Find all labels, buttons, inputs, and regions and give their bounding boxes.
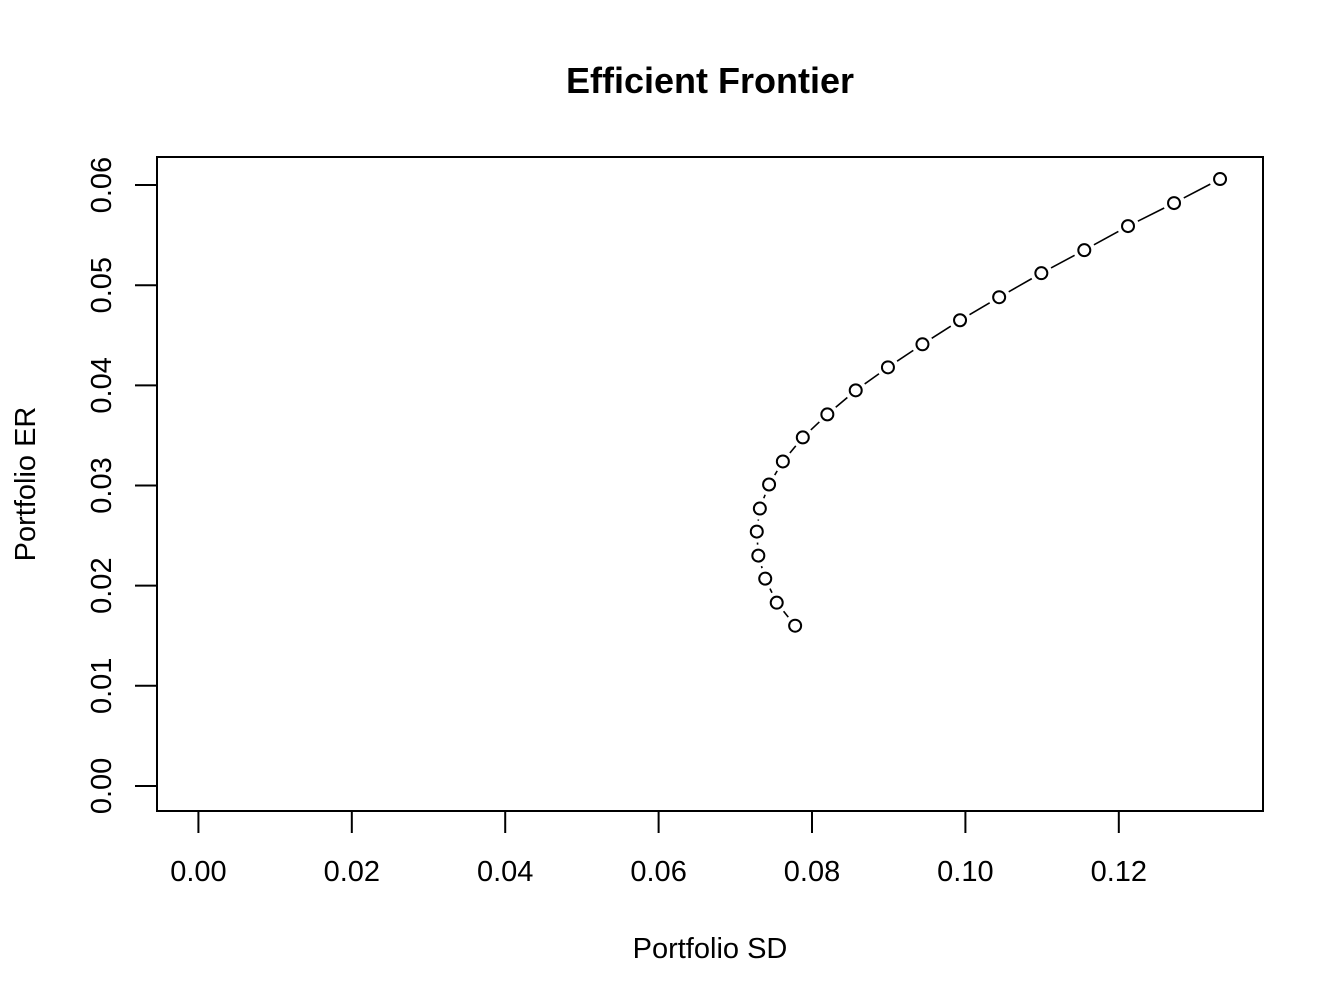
frontier-point bbox=[758, 571, 773, 586]
frontier-segment bbox=[969, 302, 991, 316]
frontier-segment bbox=[1137, 207, 1165, 222]
frontier-point bbox=[788, 618, 803, 633]
frontier-point bbox=[769, 595, 784, 610]
frontier-point bbox=[820, 407, 835, 422]
y-tick-label: 0.05 bbox=[86, 257, 118, 313]
frontier-segment bbox=[789, 445, 797, 454]
frontier-segment bbox=[931, 325, 952, 340]
frontier-segment bbox=[1008, 277, 1033, 293]
frontier-segment bbox=[864, 373, 880, 385]
chart-title: Efficient Frontier bbox=[566, 60, 854, 101]
frontier-segment bbox=[1050, 254, 1075, 269]
x-tick-label: 0.00 bbox=[170, 856, 226, 888]
frontier-segment bbox=[896, 349, 914, 362]
frontier-segment bbox=[810, 421, 820, 431]
frontier-point bbox=[795, 430, 810, 445]
frontier-segment bbox=[760, 565, 763, 569]
x-tick-label: 0.10 bbox=[937, 856, 993, 888]
frontier-point bbox=[751, 548, 766, 563]
x-tick-label: 0.04 bbox=[477, 856, 533, 888]
frontier-point bbox=[953, 313, 968, 328]
y-tick-label: 0.03 bbox=[86, 457, 118, 513]
frontier-segment bbox=[769, 588, 773, 594]
frontier-point bbox=[775, 454, 790, 469]
frontier-point bbox=[1213, 172, 1228, 187]
frontier-point bbox=[915, 337, 930, 352]
x-axis: 0.00 0.02 0.04 0.06 0.08 0.10 0.12 bbox=[170, 810, 1147, 888]
x-tick-label: 0.02 bbox=[324, 856, 380, 888]
y-tick-label: 0.02 bbox=[86, 557, 118, 613]
frontier-segment bbox=[782, 610, 789, 618]
x-tick-label: 0.06 bbox=[630, 856, 686, 888]
frontier-point bbox=[1034, 266, 1049, 281]
frontier-segment bbox=[1093, 230, 1119, 246]
x-axis-label: Portfolio SD bbox=[633, 933, 788, 965]
frontier-point bbox=[1121, 219, 1136, 234]
y-tick-label: 0.00 bbox=[86, 758, 118, 814]
frontier-point bbox=[1077, 243, 1092, 258]
frontier-segment bbox=[774, 470, 778, 476]
frontier-segment bbox=[835, 396, 848, 408]
y-tick-label: 0.01 bbox=[86, 658, 118, 714]
frontier-point bbox=[992, 290, 1007, 305]
frontier-segment bbox=[1183, 183, 1211, 199]
y-axis: 0.00 0.01 0.02 0.03 0.04 0.05 0.06 bbox=[86, 157, 158, 814]
frontier-point bbox=[848, 383, 863, 398]
plot-frame bbox=[156, 156, 1264, 812]
x-tick-label: 0.12 bbox=[1091, 856, 1147, 888]
x-tick-label: 0.08 bbox=[784, 856, 840, 888]
frontier-point bbox=[749, 524, 764, 539]
frontier-point bbox=[752, 501, 767, 516]
frontier-connector-lines bbox=[756, 183, 1211, 618]
y-axis-label: Portfolio ER bbox=[10, 407, 42, 562]
frontier-segment bbox=[763, 494, 766, 499]
y-tick-label: 0.04 bbox=[86, 357, 118, 413]
frontier-point bbox=[762, 477, 777, 492]
frontier-point bbox=[1167, 196, 1182, 211]
frontier-points bbox=[749, 172, 1228, 633]
y-tick-label: 0.06 bbox=[86, 157, 118, 213]
frontier-point bbox=[880, 360, 895, 375]
